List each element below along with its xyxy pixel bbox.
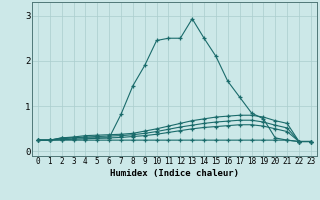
X-axis label: Humidex (Indice chaleur): Humidex (Indice chaleur) xyxy=(110,169,239,178)
